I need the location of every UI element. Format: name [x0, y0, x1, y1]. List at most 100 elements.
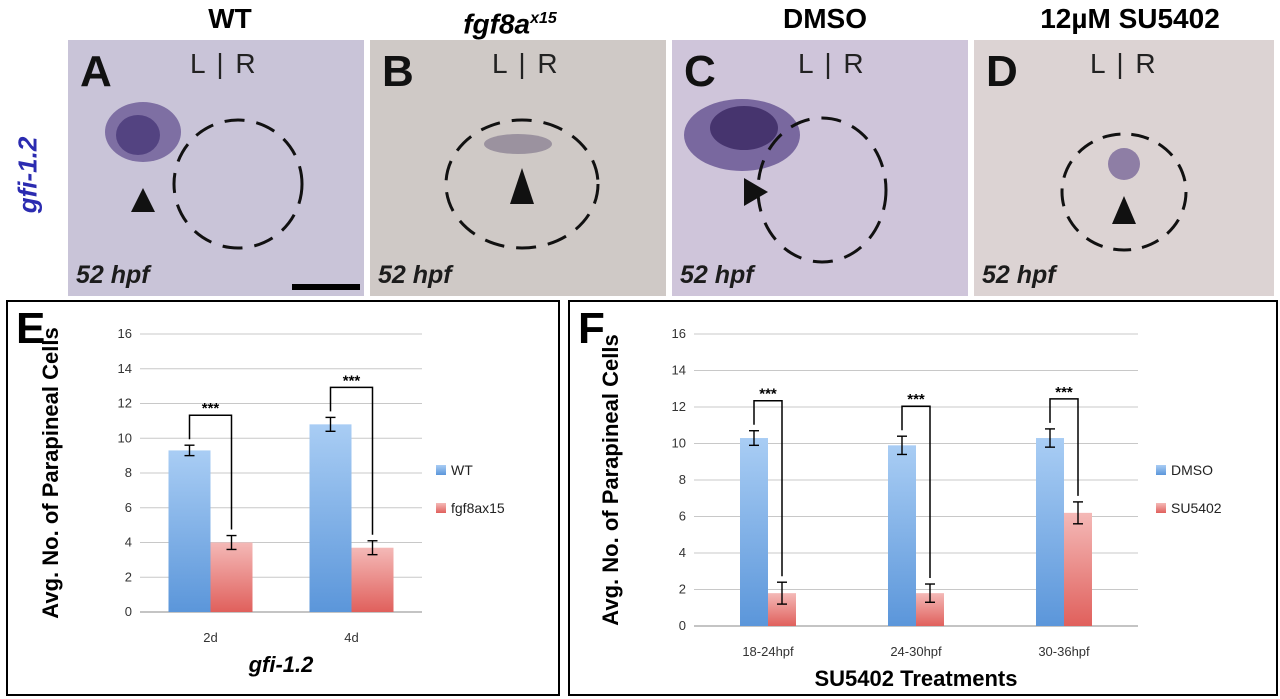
chart-e-legend-swatch [436, 465, 446, 475]
panel-c-stain-core [710, 106, 778, 150]
title-fgf8a-sup: x15 [530, 10, 557, 27]
chart-f-sig-label: *** [759, 386, 777, 403]
scale-bar [292, 284, 360, 290]
panel-a-wt: A L | R 52 hpf [68, 40, 364, 296]
panel-c-stage: 52 hpf [680, 261, 754, 289]
chart-e-ytick-label: 8 [125, 465, 132, 480]
chart-f-legend-label: DMSO [1171, 462, 1213, 478]
chart-f-legend-swatch [1156, 503, 1166, 513]
panel-a-stain-core [116, 115, 160, 155]
panel-a-stage: 52 hpf [76, 261, 150, 289]
chart-f-xtick-label: 18-24hpf [742, 644, 794, 659]
panel-d-stage: 52 hpf [982, 261, 1056, 289]
panel-d-dashed-circle [1060, 132, 1188, 252]
title-wt: WT [208, 3, 252, 34]
chart-e-xlabel: gfi-1.2 [248, 652, 315, 677]
chart-e-sig-label: *** [202, 400, 220, 417]
chart-f-ytick-label: 14 [672, 363, 686, 378]
panel-d-lr: L | R [1090, 48, 1158, 79]
chart-f-sig-label: *** [1055, 384, 1073, 401]
chart-e-box: E 0 2 4 6 8 10 12 14 16 *** 2d *** 4d Avg. No. of Par… [6, 300, 560, 696]
chart-f-letter: F [578, 304, 605, 353]
panel-a-image [68, 40, 364, 296]
row-label-gfi: gfi-1.2 [8, 110, 48, 240]
panel-b-stain [484, 134, 552, 154]
chart-e-ytick-label: 0 [125, 604, 132, 619]
chart-f-sig-bracket [1049, 398, 1079, 496]
chart-e-bar-s2 [210, 542, 253, 612]
chart-f-xtick-label: 30-36hpf [1038, 644, 1090, 659]
chart-e-ytick-label: 4 [125, 535, 132, 550]
chart-f-ytick-label: 8 [679, 472, 686, 487]
panel-c-dashed-circle [756, 116, 888, 264]
chart-f-ytick-label: 6 [679, 509, 686, 524]
panel-d-letter: D [986, 47, 1018, 96]
panel-a-dashed-circle [172, 118, 304, 250]
chart-e: 0 2 4 6 8 10 12 14 16 *** 2d *** 4d Avg. No. of Parap… [38, 326, 505, 677]
chart-f-ytick-label: 10 [672, 436, 686, 451]
chart-e-sig-bracket [188, 414, 233, 530]
panel-d-arrowhead [1112, 196, 1136, 224]
chart-e-ytick-label: 14 [118, 361, 132, 376]
panel-b-stage: 52 hpf [378, 261, 452, 289]
chart-e-bar-s2 [351, 547, 394, 612]
panel-a-letter: A [80, 47, 112, 96]
panel-a-arrowhead [131, 188, 155, 212]
chart-e-bar-s1 [168, 450, 211, 612]
chart-f-ytick-label: 2 [679, 582, 686, 597]
chart-f-sig-label: *** [907, 391, 925, 408]
chart-f-sig-bracket [753, 399, 783, 577]
chart-e-xtick-label: 2d [203, 630, 217, 645]
chart-e-ytick-label: 16 [118, 326, 132, 341]
chart-f-bar-s1 [888, 445, 916, 626]
chart-f-bar-s1 [1036, 438, 1064, 626]
chart-f-legend-swatch [1156, 465, 1166, 475]
chart-f-sig-bracket [901, 405, 931, 579]
chart-e-legend-swatch [436, 503, 446, 513]
chart-f-box: F 0 2 4 6 8 10 12 14 16 *** 18-24hpf *** 24-30hpf ***… [568, 300, 1278, 696]
row-label-text: gfi-1.2 [12, 136, 43, 214]
chart-e-ytick-label: 2 [125, 569, 132, 584]
chart-f-legend-label: SU5402 [1171, 500, 1222, 516]
panel-c-lr: L | R [798, 48, 866, 79]
chart-f-xtick-label: 24-30hpf [890, 644, 942, 659]
chart-f-bar-s1 [740, 438, 768, 626]
panel-b-dashed-circle [444, 118, 600, 250]
panel-d-image [974, 40, 1274, 296]
panel-b-letter: B [382, 47, 414, 96]
chart-f-xlabel: SU5402 Treatments [815, 666, 1018, 691]
title-dmso: DMSO [783, 3, 867, 34]
chart-e-bar-s1 [309, 424, 352, 612]
panel-a-lr: L | R [190, 48, 258, 79]
chart-f: 0 2 4 6 8 10 12 14 16 *** 18-24hpf *** 24-30hpf *** 30… [598, 326, 1222, 691]
panel-d-stain [1108, 148, 1140, 180]
panel-c-dmso: C L | R 52 hpf [672, 40, 968, 296]
chart-e-ytick-label: 10 [118, 430, 132, 445]
chart-e-letter: E [16, 304, 46, 353]
panel-b-lr: L | R [492, 48, 560, 79]
panel-a-bg [68, 40, 364, 296]
title-su5402: 12µM SU5402 [1040, 3, 1220, 34]
title-fgf8a-base: fgf8a [463, 8, 531, 40]
panel-b-fgf8a: B L | R 52 hpf [370, 40, 666, 296]
panel-c-arrowhead [744, 178, 768, 206]
panel-c-letter: C [684, 47, 716, 96]
chart-f-ytick-label: 0 [679, 618, 686, 633]
chart-f-ytick-label: 4 [679, 545, 686, 560]
chart-f-ytick-label: 12 [672, 399, 686, 414]
chart-f-ytick-label: 16 [672, 326, 686, 341]
chart-e-xtick-label: 4d [344, 630, 358, 645]
chart-e-sig-label: *** [343, 372, 361, 389]
chart-e-legend-label: WT [451, 462, 473, 478]
panel-c-image [672, 40, 968, 296]
chart-f-bar-s2 [1064, 512, 1092, 626]
panel-d-su5402: D L | R 52 hpf [974, 40, 1274, 296]
panel-b-bg [370, 40, 666, 296]
chart-e-ytick-label: 6 [125, 500, 132, 515]
chart-e-legend-label: fgf8ax15 [451, 500, 505, 516]
chart-e-sig-bracket [329, 386, 374, 535]
chart-e-ylabel: Avg. No. of Parapineal Cells [38, 327, 63, 618]
panel-b-arrowhead [510, 168, 534, 204]
panel-b-image [370, 40, 666, 296]
title-fgf8a: fgf8ax15 [430, 2, 590, 41]
